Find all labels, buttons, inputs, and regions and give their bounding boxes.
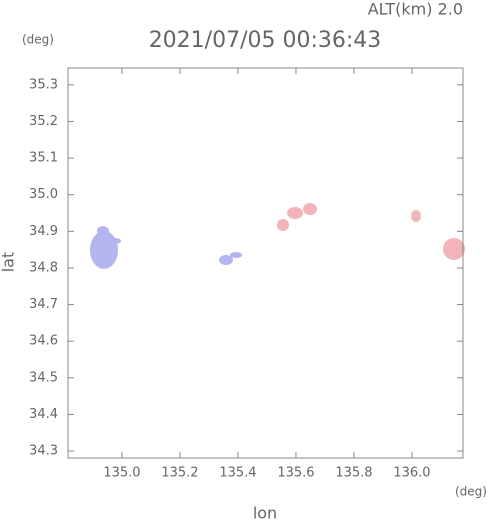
x-tick-label: 135.4 [219,466,256,481]
y-tick-label: 35.3 [29,77,58,92]
y-tick-label: 35.2 [29,114,58,129]
y-axis-label: lat [0,252,18,273]
plot-frame [67,67,464,459]
x-tick-label: 135.6 [277,466,314,481]
y-tick-label: 35.0 [29,187,58,202]
y-tick-label: 34.5 [29,370,58,385]
y-tick-label: 34.9 [29,224,58,239]
x-tick-label: 135.2 [161,466,198,481]
x-tick-label: 135.0 [103,466,140,481]
altitude: ALT(km) 2.0 [368,0,463,19]
y-tick-label: 34.4 [29,407,58,422]
x-axis-label: lon [253,504,277,521]
y-tick-label: 34.3 [29,444,58,459]
x-unit: (deg) [455,485,487,499]
x-tick-label: 135.8 [335,466,372,481]
x-tick-label: 136.0 [393,466,430,481]
y-tick-label: 35.1 [29,151,58,166]
y-tick-label: 34.8 [29,260,58,275]
y-tick-label: 34.7 [29,297,58,312]
y-tick-label: 34.6 [29,334,58,349]
y-unit: (deg) [22,33,54,47]
chart-title: 2021/07/05 00:36:43 [149,28,382,53]
echoes [90,203,465,269]
